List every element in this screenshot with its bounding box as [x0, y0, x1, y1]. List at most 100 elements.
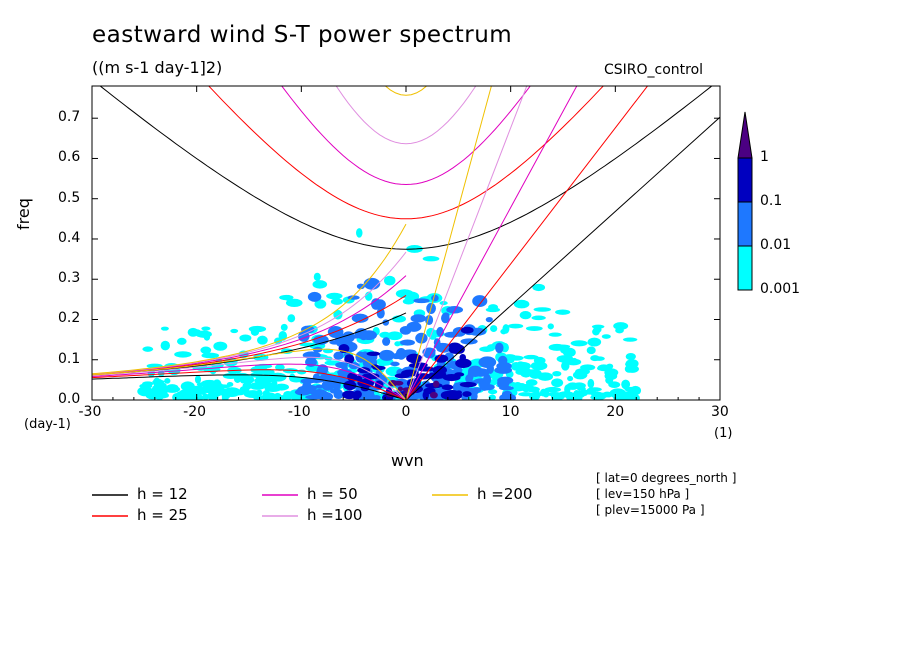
rossby-curve-h100 [92, 356, 407, 400]
contour-0.001 [587, 337, 602, 347]
contour-0.01 [335, 361, 348, 369]
contour-0.001 [194, 375, 202, 384]
contour-0.001 [218, 390, 228, 396]
contour-0.01 [441, 312, 450, 324]
info-plev: [ plev=15000 Pa ] [596, 503, 705, 517]
contour-0.01 [390, 361, 400, 367]
contour-0.001 [314, 299, 327, 309]
ig-curve-h12 [99, 86, 713, 250]
legend-label: h = 50 [307, 485, 358, 503]
rossby-curve-h25 [92, 369, 407, 400]
contour-0.1 [413, 377, 421, 387]
contour-0.001 [531, 315, 546, 321]
legend-label: h = 25 [137, 506, 188, 524]
y-tick-label: 0.3 [58, 270, 81, 287]
contour-0.001 [164, 385, 181, 393]
contour-0.01 [400, 339, 415, 346]
contour-0.01 [406, 321, 422, 332]
contour-1 [397, 386, 404, 392]
contour-0.001 [285, 298, 303, 308]
contour-0.001 [515, 369, 527, 375]
contour-0.1 [448, 345, 465, 355]
contour-0.001 [624, 365, 634, 373]
contour-0.01 [495, 342, 504, 354]
colorbar-label: 1 [760, 149, 769, 165]
contour-0.001 [174, 351, 192, 358]
contour-0.001 [279, 294, 294, 301]
contour-0.01 [359, 333, 368, 341]
contour-0.001 [625, 352, 636, 361]
contour-0.01 [472, 295, 488, 308]
contour-0.1 [422, 390, 429, 400]
contour-0.1 [434, 354, 449, 363]
contour-0.001 [176, 337, 187, 345]
contour-0.001 [201, 352, 220, 359]
contour-0.001 [242, 375, 255, 384]
contour-0.001 [539, 388, 548, 397]
contour-0.01 [396, 351, 409, 358]
contour-0.001 [518, 392, 534, 397]
contour-0.001 [255, 375, 274, 385]
contour-0.001 [202, 386, 216, 394]
contour-0.01 [497, 376, 514, 385]
contour-0.001 [551, 378, 564, 388]
contour-0.001 [212, 379, 220, 388]
contour-0.001 [383, 275, 396, 286]
contour-0.001 [567, 375, 574, 382]
rossby-curve-h200 [92, 348, 407, 400]
contour-0.01 [415, 332, 428, 344]
colorbar [737, 111, 753, 291]
contour-0.001 [160, 326, 169, 331]
contour-0.001 [590, 394, 606, 400]
contour-0.001 [506, 357, 515, 364]
contour-0.001 [160, 340, 171, 351]
contour-0.001 [326, 292, 343, 300]
contour-0.001 [548, 332, 562, 337]
contour-0.001 [547, 323, 554, 330]
x-axis-unit: (1) [714, 426, 733, 441]
legend-lines [92, 494, 468, 517]
contour-0.1 [441, 384, 454, 391]
contour-0.1 [462, 391, 472, 397]
info-lev: [ lev=150 hPa ] [596, 487, 690, 501]
contour-0.01 [423, 347, 436, 354]
contour-0.001 [207, 391, 219, 400]
contour-0.001 [500, 328, 507, 335]
contour-0.1 [366, 351, 381, 356]
chart-title: eastward wind S-T power spectrum [92, 22, 513, 48]
contour-0.001 [570, 340, 588, 347]
x-tick-label: -30 [78, 404, 102, 420]
contour-0.001 [485, 307, 501, 313]
contour-0.001 [513, 299, 530, 309]
kelvin-curve-h25 [405, 86, 649, 400]
x-tick-label: 20 [606, 404, 625, 420]
chart-units: ((m s-1 day-1]2) [92, 58, 223, 77]
contour-0.01 [373, 299, 386, 310]
legend-label: h =100 [307, 506, 363, 524]
contour-0.001 [555, 309, 571, 315]
y-tick-label: 0.5 [58, 189, 81, 206]
contour-0.001 [586, 387, 596, 395]
contour-0.001 [613, 322, 629, 330]
contour-0.001 [139, 383, 153, 389]
colorbar-box [737, 201, 753, 247]
contour-0.001 [566, 382, 579, 390]
contour-0.001 [580, 364, 596, 371]
contour-0.001 [615, 327, 624, 334]
contour-0.01 [301, 325, 315, 334]
contour-0.001 [288, 373, 296, 382]
contour-0.01 [452, 382, 462, 393]
contour-0.001 [255, 389, 263, 397]
contour-0.01 [496, 362, 512, 370]
contour-1 [429, 391, 438, 399]
dispersion-curves [92, 86, 720, 400]
contour-0.001 [395, 289, 414, 299]
contour-0.001 [544, 386, 562, 393]
contour-0.001 [486, 344, 497, 351]
contour-0.01 [446, 362, 454, 369]
x-tick-label: 30 [711, 404, 729, 420]
contour-0.001 [572, 391, 585, 399]
contour-0.001 [519, 310, 532, 320]
contour-0.01 [378, 349, 395, 361]
